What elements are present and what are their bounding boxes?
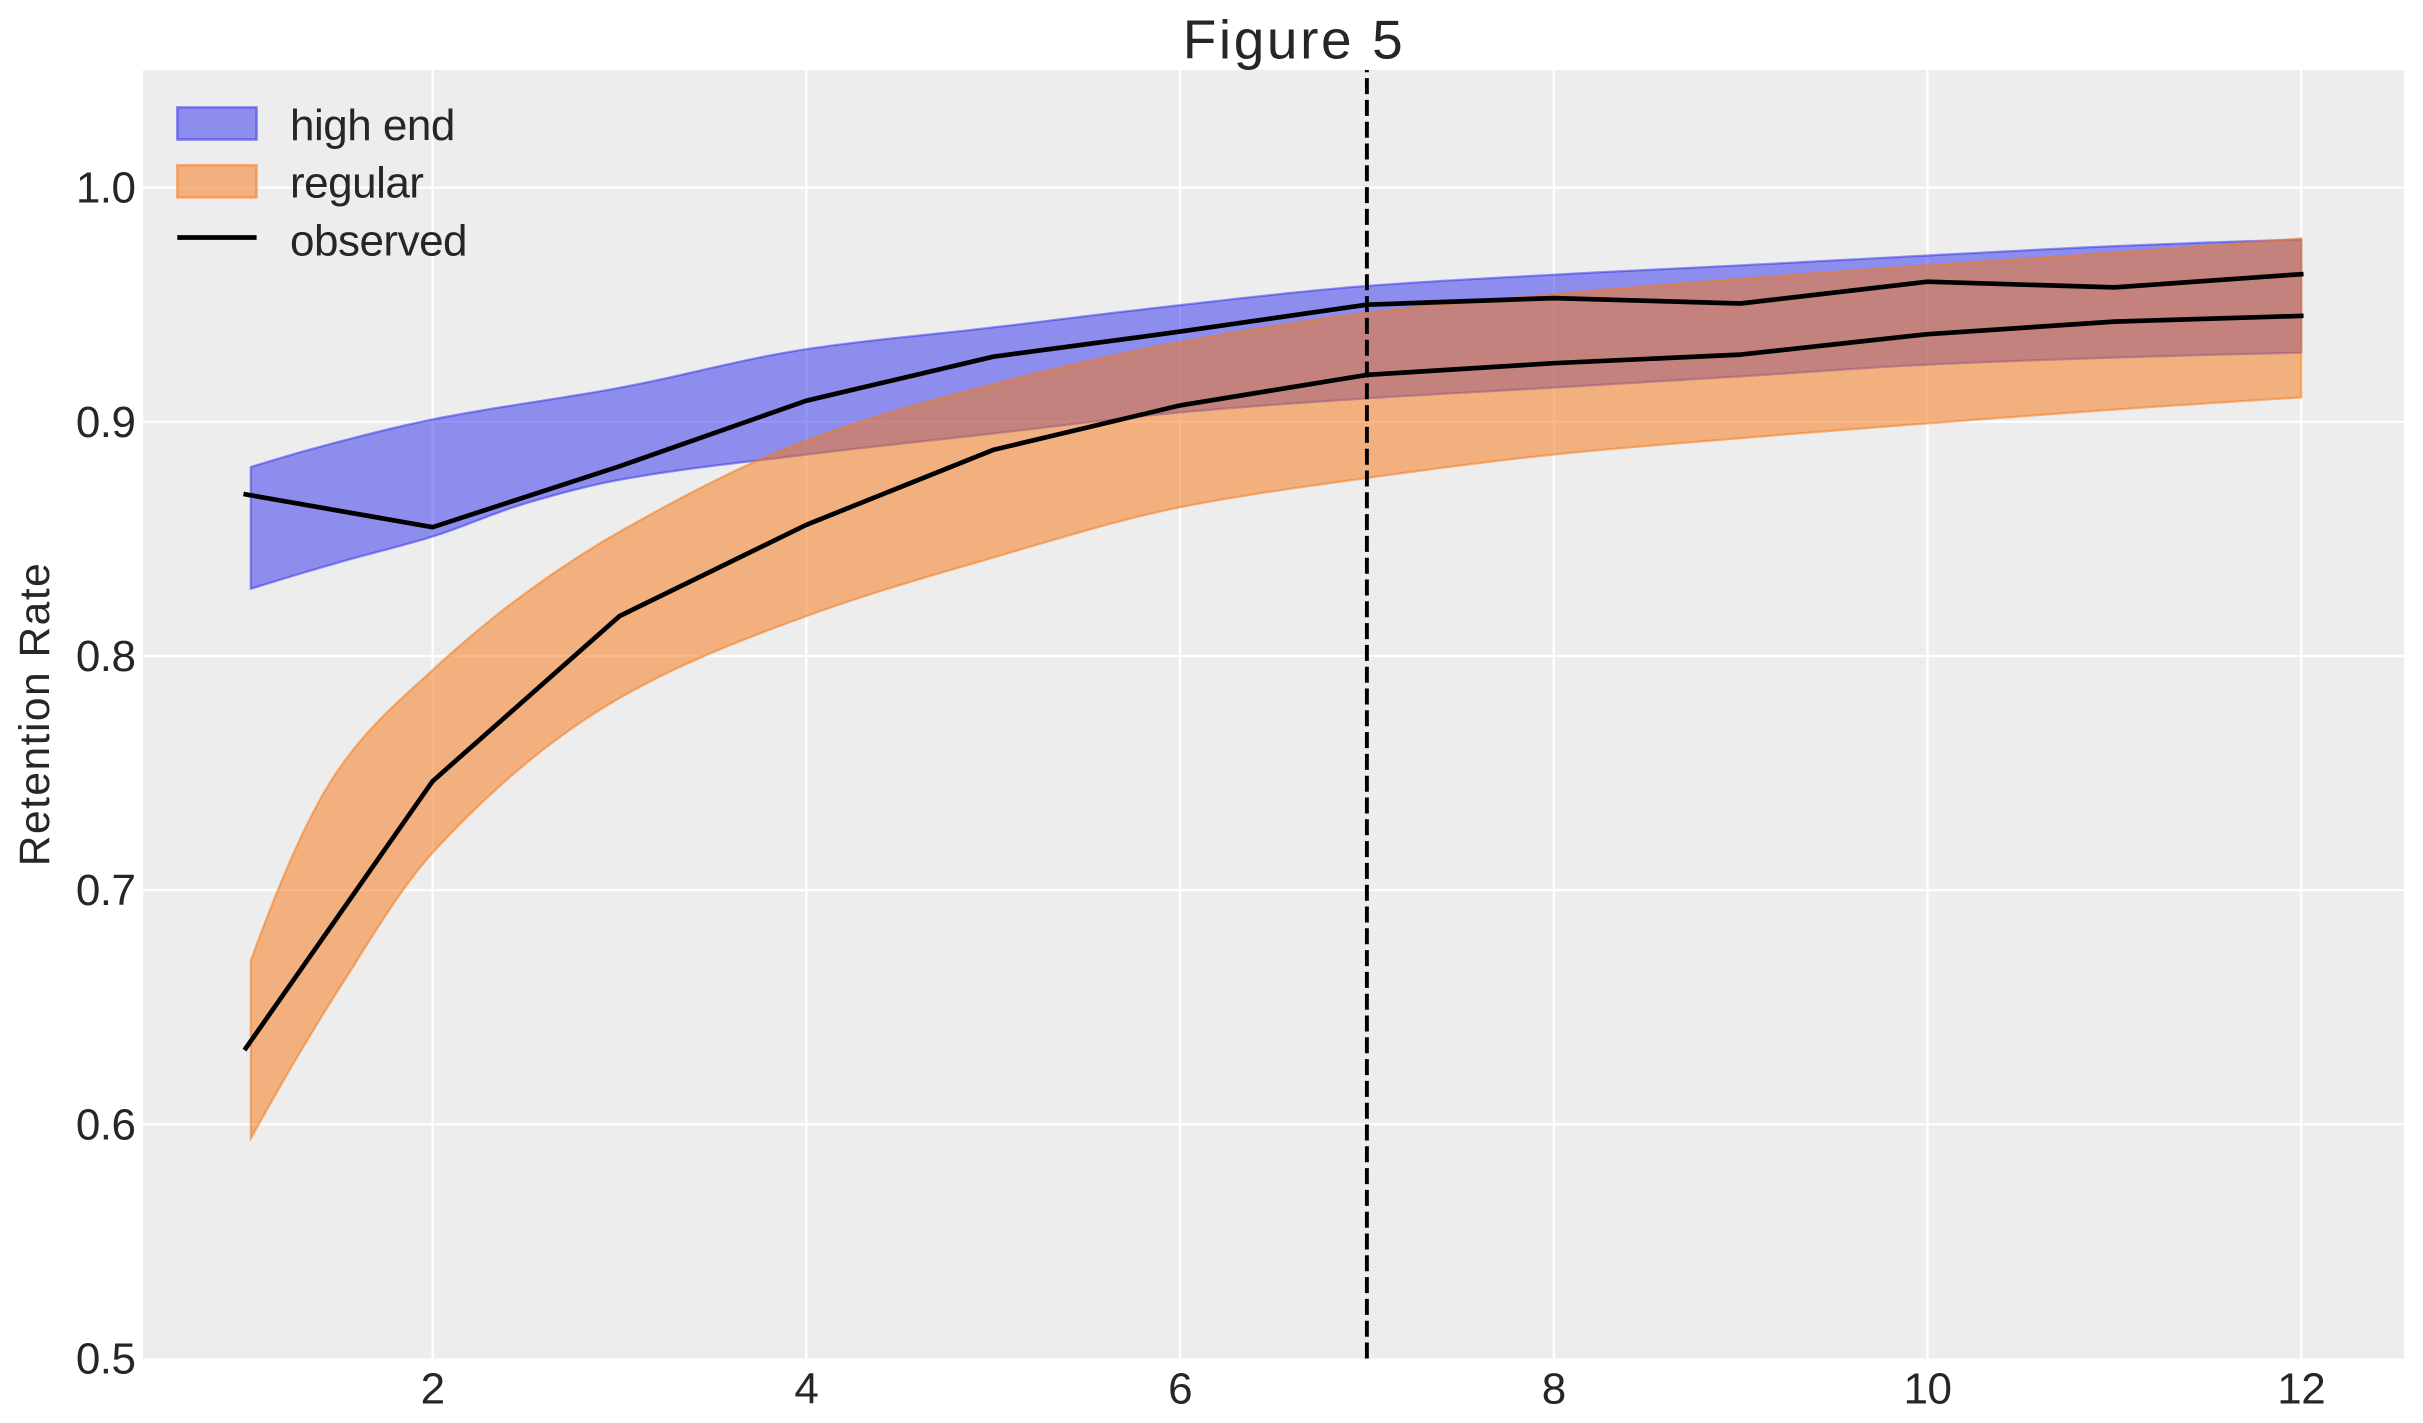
svg-text:6: 6 — [1168, 1364, 1192, 1413]
svg-text:0.5: 0.5 — [76, 1335, 136, 1384]
svg-text:8: 8 — [1542, 1364, 1566, 1413]
svg-text:12: 12 — [2277, 1364, 2325, 1413]
svg-text:0.9: 0.9 — [76, 398, 136, 447]
svg-text:observed: observed — [290, 216, 467, 265]
svg-text:0.6: 0.6 — [76, 1100, 136, 1149]
svg-text:0.8: 0.8 — [76, 632, 136, 681]
svg-text:4: 4 — [794, 1364, 818, 1413]
svg-text:high end: high end — [290, 101, 455, 150]
svg-text:Figure 5: Figure 5 — [1183, 9, 1406, 71]
svg-text:regular: regular — [290, 159, 423, 208]
svg-text:0.7: 0.7 — [76, 866, 136, 915]
svg-text:1.0: 1.0 — [76, 164, 136, 213]
svg-text:2: 2 — [421, 1364, 445, 1413]
svg-text:Retention Rate: Retention Rate — [12, 562, 59, 867]
svg-text:10: 10 — [1904, 1364, 1952, 1413]
